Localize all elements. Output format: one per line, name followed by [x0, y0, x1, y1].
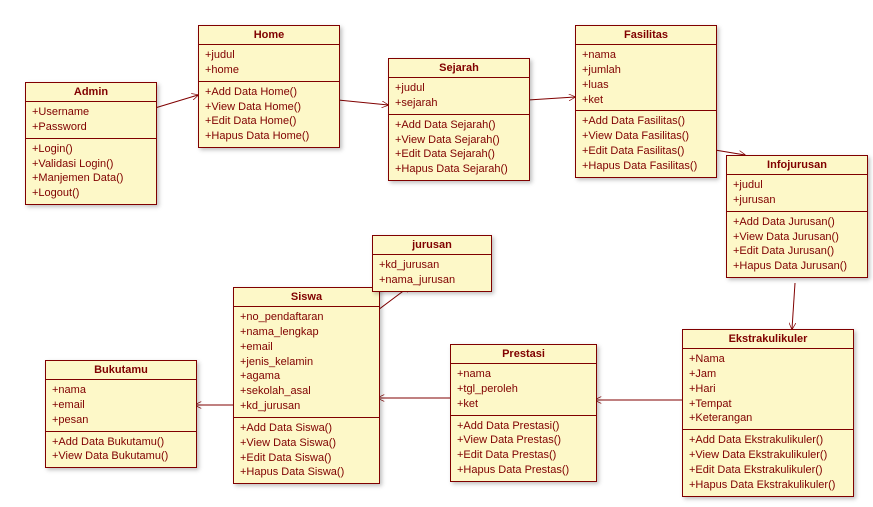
class-attrs: +Username+Password	[26, 102, 156, 139]
class-attrs: +nama+tgl_peroleh+ket	[451, 364, 596, 416]
class-infojurusan: Infojurusan +judul+jurusan +Add Data Jur…	[726, 155, 868, 278]
class-ops: +Add Data Bukutamu()+View Data Bukutamu(…	[46, 432, 196, 468]
class-attrs: +judul+home	[199, 45, 339, 82]
class-title: Admin	[26, 83, 156, 102]
class-attrs: +no_pendaftaran+nama_lengkap+email+jenis…	[234, 307, 379, 418]
class-ekstrakulikuler: Ekstrakulikuler +Nama+Jam+Hari+Tempat+Ke…	[682, 329, 854, 497]
class-prestasi: Prestasi +nama+tgl_peroleh+ket +Add Data…	[450, 344, 597, 482]
class-attrs: +judul+jurusan	[727, 175, 867, 212]
class-sejarah: Sejarah +judul+sejarah +Add Data Sejarah…	[388, 58, 530, 181]
class-admin: Admin +Username+Password +Login()+Valida…	[25, 82, 157, 205]
class-title: Siswa	[234, 288, 379, 307]
class-title: Home	[199, 26, 339, 45]
class-title: Infojurusan	[727, 156, 867, 175]
class-title: Sejarah	[389, 59, 529, 78]
class-ops: +Add Data Sejarah()+View Data Sejarah()+…	[389, 115, 529, 180]
class-fasilitas: Fasilitas +nama+jumlah+luas+ket +Add Dat…	[575, 25, 717, 178]
class-ops: +Login()+Validasi Login()+Manjemen Data(…	[26, 139, 156, 204]
class-ops: +Add Data Prestasi()+View Data Prestas()…	[451, 416, 596, 481]
class-siswa: Siswa +no_pendaftaran+nama_lengkap+email…	[233, 287, 380, 484]
class-attrs: +kd_jurusan+nama_jurusan	[373, 255, 491, 291]
class-title: jurusan	[373, 236, 491, 255]
class-title: Ekstrakulikuler	[683, 330, 853, 349]
class-ops: +Add Data Jurusan()+View Data Jurusan()+…	[727, 212, 867, 277]
class-title: Fasilitas	[576, 26, 716, 45]
class-ops: +Add Data Ekstrakulikuler()+View Data Ek…	[683, 430, 853, 495]
class-title: Prestasi	[451, 345, 596, 364]
class-attrs: +nama+email+pesan	[46, 380, 196, 432]
class-jurusan: jurusan +kd_jurusan+nama_jurusan	[372, 235, 492, 292]
class-ops: +Add Data Home()+View Data Home()+Edit D…	[199, 82, 339, 147]
class-ops: +Add Data Fasilitas()+View Data Fasilita…	[576, 111, 716, 176]
class-attrs: +nama+jumlah+luas+ket	[576, 45, 716, 111]
class-title: Bukutamu	[46, 361, 196, 380]
class-attrs: +judul+sejarah	[389, 78, 529, 115]
class-attrs: +Nama+Jam+Hari+Tempat+Keterangan	[683, 349, 853, 430]
class-ops: +Add Data Siswa()+View Data Siswa()+Edit…	[234, 418, 379, 483]
class-bukutamu: Bukutamu +nama+email+pesan +Add Data Buk…	[45, 360, 197, 468]
class-home: Home +judul+home +Add Data Home()+View D…	[198, 25, 340, 148]
